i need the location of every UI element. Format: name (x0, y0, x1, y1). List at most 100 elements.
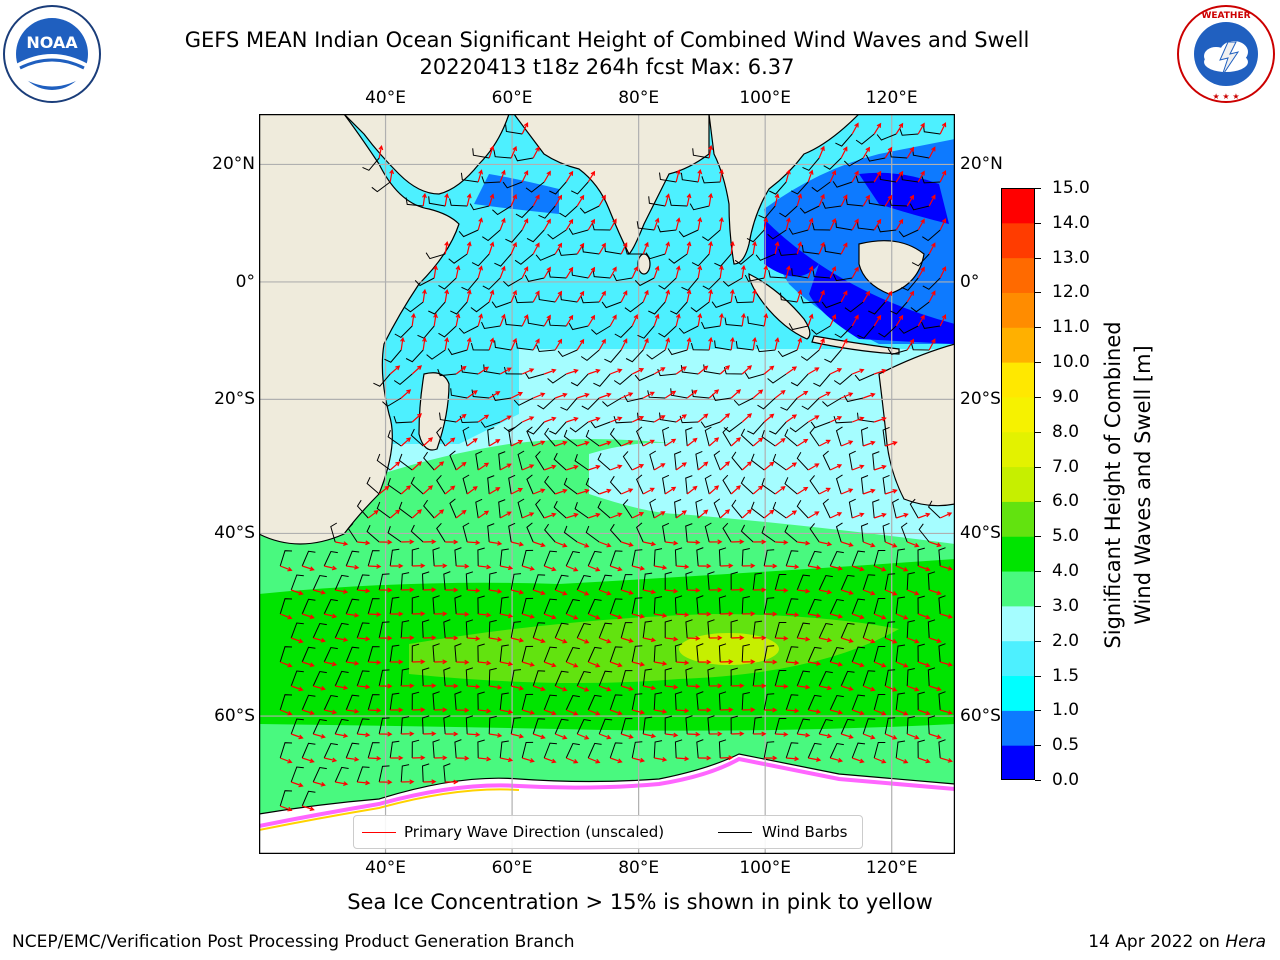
wave-direction-arrow (731, 731, 745, 737)
wind-barb (695, 498, 703, 519)
wind-barb (707, 619, 715, 639)
wind-barb (411, 643, 420, 663)
wind-barb (835, 426, 843, 447)
wave-direction-arrow (521, 122, 529, 135)
wind-barb (498, 451, 506, 471)
wave-direction-arrow (466, 193, 472, 207)
wave-direction-arrow (928, 290, 936, 303)
wave-direction-arrow (335, 541, 349, 546)
wave-direction-arrow (653, 511, 666, 519)
colorbar-tick-label: 12.0 (1052, 282, 1090, 303)
colorbar-bin (1001, 396, 1035, 433)
wave-direction-arrow (302, 565, 315, 571)
wave-direction-arrow (488, 487, 501, 495)
colorbar-tick-mark (1035, 780, 1041, 781)
wave-direction-arrow (522, 565, 535, 571)
wind-barb (454, 547, 462, 567)
wave-direction-arrow (521, 218, 529, 231)
wind-barb (685, 427, 693, 447)
wind-barb (685, 523, 693, 543)
wind-barb (428, 196, 446, 207)
wind-barb (818, 574, 833, 591)
wind-barb (470, 301, 490, 313)
wave-direction-arrow (719, 216, 724, 231)
wind-barb (780, 292, 798, 303)
wave-direction-arrow (873, 565, 887, 572)
wind-barb (279, 598, 293, 615)
wind-barb (755, 253, 776, 261)
wind-barb (840, 622, 855, 639)
wind-barb (851, 742, 866, 759)
wave-direction-arrow (874, 464, 887, 471)
wave-direction-arrow (379, 539, 393, 545)
wave-direction-arrow (500, 661, 514, 667)
lat-tick-right: 40°S (960, 523, 1001, 544)
wind-barb (909, 498, 919, 519)
wave-direction-arrow (643, 589, 657, 595)
wave-direction-arrow (917, 122, 925, 135)
wave-direction-arrow (664, 486, 677, 495)
wave-direction-arrow (499, 511, 512, 519)
wave-direction-arrow (676, 708, 690, 714)
lat-tick-left: 60°S (214, 706, 255, 727)
wind-barb (612, 274, 633, 282)
wind-barb (503, 277, 523, 287)
wind-barb (741, 548, 750, 567)
wave-direction-arrow (565, 661, 579, 668)
wave-direction-arrow (708, 485, 720, 495)
map-canvas (259, 114, 955, 854)
wave-direction-arrow (434, 611, 448, 617)
wave-direction-arrow (445, 587, 459, 593)
wave-direction-arrow (423, 779, 437, 785)
wind-barb (718, 739, 727, 759)
wind-barb (784, 429, 798, 447)
wind-barb (707, 667, 715, 687)
wind-barb (712, 393, 732, 401)
wind-barb (532, 622, 546, 639)
wave-direction-arrow (489, 732, 503, 738)
wind-barb (889, 149, 908, 159)
wind-barb (927, 667, 936, 687)
wave-direction-arrow (445, 779, 459, 785)
sea-ice-edge (259, 756, 955, 828)
wave-direction-arrow (840, 146, 848, 159)
wind-barb (882, 426, 890, 447)
wind-barb (646, 349, 666, 360)
wave-direction-arrow (818, 193, 825, 207)
wind-barb (443, 667, 451, 687)
wave-direction-arrow (367, 510, 379, 519)
wave-direction-arrow (610, 757, 623, 764)
wind-barb (657, 225, 677, 233)
wave-direction-arrow (906, 194, 915, 207)
wind-barb (692, 148, 710, 159)
wave-direction-arrow (808, 565, 822, 570)
wave-direction-arrow (390, 563, 404, 569)
wind-barb (637, 325, 655, 339)
wind-barb (323, 550, 338, 567)
wind-barb (411, 739, 420, 759)
wave-direction-arrow (279, 757, 293, 764)
wind-barb (421, 763, 430, 783)
wave-direction-arrow (357, 540, 371, 546)
wave-direction-arrow (775, 635, 789, 641)
wind-barb (701, 321, 721, 329)
wind-barb (918, 523, 930, 543)
wave-direction-arrow (499, 169, 506, 183)
wind-barb (591, 325, 611, 335)
wind-barb (609, 550, 623, 567)
wind-barb (513, 154, 534, 162)
wave-direction-arrow (588, 464, 601, 471)
wind-barb (843, 395, 864, 403)
wave-direction-arrow (423, 587, 437, 593)
wave-direction-arrow (753, 635, 767, 641)
nws-logo: WEATHER ★ ★ ★ (1176, 4, 1276, 104)
wind-barb (585, 429, 600, 447)
wave-direction-arrow (511, 685, 525, 691)
wave-direction-arrow (775, 587, 789, 593)
wave-direction-arrow (554, 541, 568, 548)
wave-direction-arrow (411, 365, 423, 375)
wave-direction-arrow (818, 145, 825, 159)
wind-barb (393, 373, 413, 386)
map-legend: Primary Wave Direction (unscaled) Wind B… (353, 815, 863, 849)
wind-barb (810, 421, 831, 429)
